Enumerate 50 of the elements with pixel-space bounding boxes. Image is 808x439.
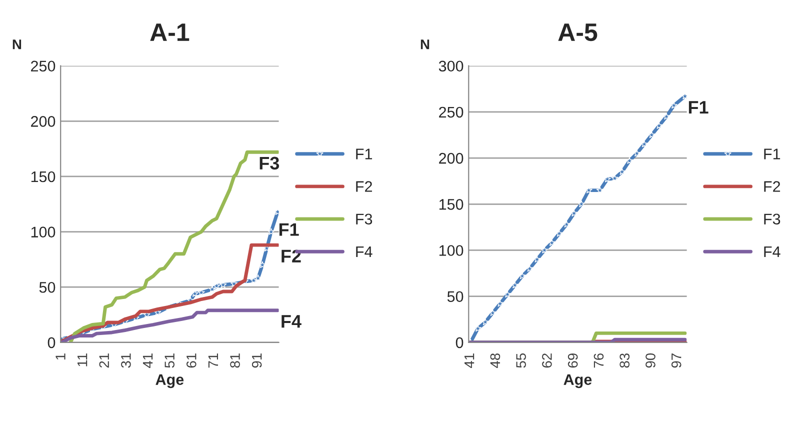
annotation: F1	[688, 101, 708, 114]
y-tick-label: 100	[31, 226, 56, 238]
x-tick-label: 81	[230, 354, 240, 368]
x-axis-title: Age	[564, 374, 592, 388]
x-tick-label: 91	[252, 354, 262, 368]
legend-label: F1	[764, 148, 780, 160]
x-tick-label: 62	[542, 354, 552, 368]
chart-title: A-1	[150, 24, 190, 41]
y-tick-label: 0	[456, 337, 464, 348]
legend-label: F2	[356, 181, 372, 192]
x-tick-label: 41	[464, 354, 474, 368]
legend-label: F3	[764, 214, 780, 225]
x-axis-title: Age	[156, 374, 184, 388]
x-tick-label: 51	[164, 354, 174, 368]
y-tick-label: 250	[31, 60, 56, 72]
legend-label: F1	[356, 148, 372, 160]
annotation: F3	[260, 156, 280, 170]
y-tick-label: 300	[438, 60, 464, 72]
x-tick-label: 97	[671, 354, 682, 368]
y-tick-label: 150	[439, 199, 464, 210]
x-tick-label: 69	[568, 353, 578, 368]
x-tick-label: 41	[142, 354, 153, 368]
chart-title: A-5	[558, 24, 598, 42]
y-tick-label: 150	[31, 171, 56, 182]
x-tick-label: 90	[646, 353, 656, 368]
y-tick-label: 200	[439, 152, 464, 164]
y-tick-label: 50	[447, 291, 464, 302]
y-axis-title: N	[420, 40, 430, 50]
annotation: F1	[279, 223, 299, 236]
legend-label: F3	[356, 214, 372, 225]
x-tick-label: 1	[56, 354, 66, 360]
x-tick-label: 83	[620, 353, 630, 368]
x-tick-label: 61	[186, 354, 196, 368]
y-axis-title: N	[12, 40, 22, 50]
x-tick-label: 21	[99, 354, 109, 368]
x-tick-label: 55	[516, 353, 526, 368]
legend-label: F2	[764, 181, 780, 192]
y-tick-label: 250	[439, 106, 464, 118]
x-tick-label: 71	[208, 354, 218, 368]
annotation: F4	[282, 315, 302, 328]
x-tick-label: 11	[78, 354, 88, 366]
x-tick-label: 76	[594, 353, 604, 368]
x-tick-label: 31	[121, 354, 131, 368]
y-tick-label: 200	[31, 116, 56, 127]
legend-label: F4	[764, 246, 780, 257]
y-tick-label: 50	[39, 282, 56, 293]
y-tick-label: 0	[48, 337, 56, 348]
y-tick-label: 100	[439, 245, 464, 256]
legend-label: F4	[356, 246, 372, 257]
x-tick-label: 48	[490, 353, 500, 368]
